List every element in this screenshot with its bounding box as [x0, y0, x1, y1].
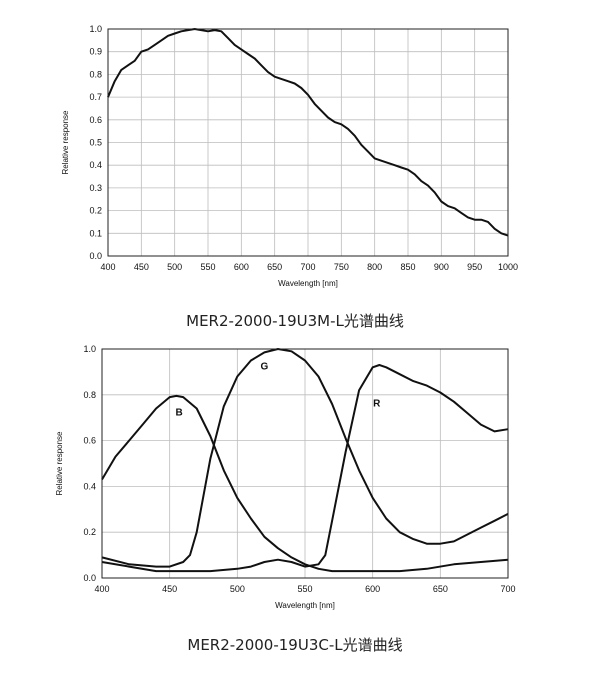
y-tick-label: 0.6 [83, 436, 96, 446]
y-tick-label: 0.2 [83, 527, 96, 537]
x-tick-label: 600 [234, 262, 249, 272]
x-tick-label: 550 [297, 584, 312, 594]
plot-area: B G R [101, 348, 509, 579]
series-line-b [101, 394, 509, 573]
x-tick-label: 800 [367, 262, 382, 272]
series-label-b: B [176, 407, 183, 418]
x-tick-label: 900 [434, 262, 449, 272]
x-axis-label: Wavelength [nm] [278, 279, 338, 288]
mono-spectral-chart: 400 450 500 550 600 650 700 750 800 850 900 950 1000… [61, 24, 518, 288]
x-tick-label: 500 [230, 584, 245, 594]
y-tick-label: 0.2 [89, 206, 102, 216]
plot-frame [107, 28, 509, 257]
x-tick-label: 850 [400, 262, 415, 272]
y-tick-label: 0.5 [89, 138, 102, 148]
x-tick-label: 650 [433, 584, 448, 594]
x-tick-label: 750 [334, 262, 349, 272]
y-tick-label: 0.8 [83, 390, 96, 400]
y-tick-label: 1.0 [83, 344, 96, 354]
x-tick-label: 950 [467, 262, 482, 272]
x-tick-label: 700 [300, 262, 315, 272]
x-tick-label: 650 [267, 262, 282, 272]
y-tick-label: 0.9 [89, 47, 102, 57]
plot-frame [101, 348, 509, 579]
y-tick-label: 1.0 [89, 24, 102, 34]
plot-area [107, 28, 509, 257]
series-label-g: G [261, 362, 269, 373]
y-tick-label: 0.7 [89, 92, 102, 102]
series-label-r: R [373, 398, 381, 409]
y-tick-label: 0.3 [89, 183, 102, 193]
series-line-g [101, 348, 509, 568]
x-tick-label: 1000 [498, 262, 518, 272]
x-tick-label: 550 [200, 262, 215, 272]
series-line-r [101, 364, 509, 573]
x-axis-label: Wavelength [nm] [275, 601, 335, 610]
x-tick-label: 600 [365, 584, 380, 594]
x-tick-label: 500 [167, 262, 182, 272]
color-chart-caption: MER2-2000-19U3C-L光谱曲线 [187, 636, 403, 654]
y-tick-label: 0.4 [89, 160, 102, 170]
y-tick-label: 0.0 [83, 573, 96, 583]
mono-chart-caption: MER2-2000-19U3M-L光谱曲线 [186, 312, 404, 330]
y-tick-label: 0.0 [89, 251, 102, 261]
y-tick-label: 0.8 [89, 69, 102, 79]
y-axis-label: Relative response [61, 110, 70, 175]
y-tick-label: 0.4 [83, 481, 96, 491]
x-tick-label: 450 [162, 584, 177, 594]
x-tick-label: 400 [100, 262, 115, 272]
color-spectral-chart: B G R 400 450 500 550 600 650 700 0.0 0.2 0.4 0.6 0.8 1… [55, 344, 516, 610]
y-tick-label: 0.1 [89, 228, 102, 238]
x-tick-label: 700 [500, 584, 515, 594]
x-tick-label: 450 [134, 262, 149, 272]
series-line [107, 28, 509, 237]
x-tick-label: 400 [94, 584, 109, 594]
y-tick-label: 0.6 [89, 115, 102, 125]
y-axis-label: Relative response [55, 431, 64, 496]
